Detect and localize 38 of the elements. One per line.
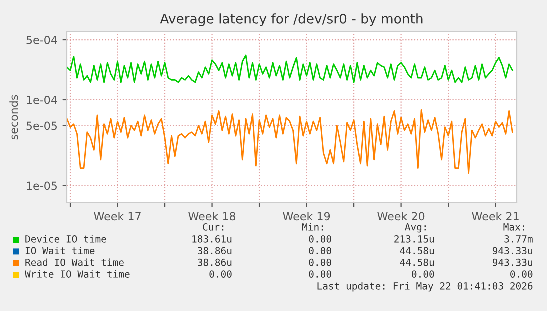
y-tick-label: 5e-04 [26, 36, 58, 44]
y-axis-title: seconds [10, 95, 18, 140]
text: Min: [302, 223, 324, 231]
text: 183.61u [192, 235, 232, 243]
text: Avg: [405, 224, 426, 233]
legend-label: Device IO time [26, 235, 106, 243]
y-tick-label: 1e-05 [27, 182, 57, 190]
text: 0.00 [309, 258, 332, 266]
line-series [67, 110, 514, 174]
text: 0.00 [309, 235, 332, 243]
text: 38.86u [198, 258, 232, 266]
text: 213.15u [394, 235, 434, 243]
text: 0.00 [510, 270, 533, 278]
legend-label: Read IO Wait time [26, 258, 124, 266]
x-tick-label: Week 17 [94, 212, 141, 221]
legend-label: IO Wait time [26, 247, 95, 255]
text: Cur: [203, 223, 224, 231]
y-tick-label: 1e-04 [27, 96, 58, 104]
x-tick-label: Week 19 [283, 212, 330, 221]
text: 0.00 [309, 247, 332, 255]
legend-label: Write IO Wait time [25, 270, 130, 278]
text: 3.77m [504, 235, 533, 243]
text: Max: [504, 224, 524, 231]
text: Last update: Fri May 22 01:41:03 2026 [318, 282, 533, 292]
text: 44.58u [400, 258, 434, 266]
text: 38.86u [198, 247, 232, 255]
x-tick-label: Week 18 [188, 212, 236, 221]
text: 0.00 [412, 270, 434, 278]
x-tick-label: Week 20 [378, 212, 425, 221]
y-tick-label: 5e-05 [26, 122, 57, 130]
x-tick-label: Week 21 [472, 212, 519, 221]
line-series [67, 54, 514, 84]
text: 943.33u [492, 258, 532, 266]
text: 0.00 [309, 270, 332, 278]
text: 0.00 [210, 270, 232, 278]
text: 44.58u [400, 247, 434, 255]
text: 943.33u [492, 247, 532, 255]
chart-title: Average latency for /dev/sr0 - by month [160, 14, 423, 26]
